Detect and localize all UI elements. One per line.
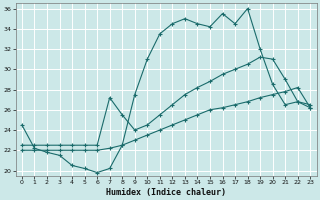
X-axis label: Humidex (Indice chaleur): Humidex (Indice chaleur) — [106, 188, 226, 197]
